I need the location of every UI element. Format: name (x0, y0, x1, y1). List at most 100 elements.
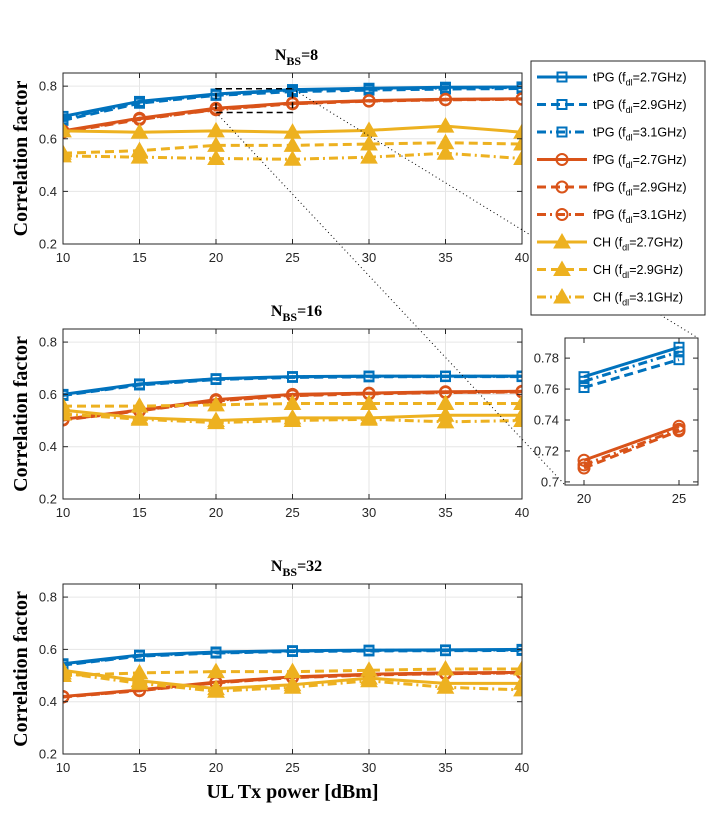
legend-label: fPG (fdl=2.7GHz) (593, 153, 687, 170)
series-line-tPG-dashdot (63, 648, 522, 667)
data-point (577, 458, 591, 472)
data-point (440, 644, 451, 656)
panel-3: 20 25 0.7 0.72 0.74 0.76 0.78 (534, 337, 699, 506)
legend-label-pre: tPG (f (593, 71, 626, 85)
legend-marker (555, 153, 569, 166)
legend-label-sub: dl (622, 243, 629, 253)
data-point (673, 346, 685, 358)
legend-label-post: =2.9GHz) (633, 98, 687, 112)
data-point (363, 644, 375, 656)
y-tick-label: 0.6 (39, 131, 57, 146)
legend-label: fPG (fdl=2.9GHz) (593, 181, 687, 198)
x-tick-label: 30 (362, 505, 376, 520)
data-point (283, 411, 302, 428)
data-point (63, 146, 72, 163)
x-tick-label: 20 (577, 491, 591, 506)
y-tick-label: 0.7 (541, 474, 559, 489)
legend-label-sub: dl (626, 105, 633, 115)
series-line-tPG-dashdot (63, 374, 522, 397)
legend-label-sub: dl (626, 133, 633, 143)
x-tick-label: 40 (515, 760, 529, 775)
data-point (515, 385, 522, 399)
panel-0: 10 15 20 25 30 35 40 0.2 0.4 0.6 0.8 NBS=8 Correlati… (10, 47, 529, 265)
data-point (436, 412, 455, 429)
legend-label-post: =2.7GHz) (629, 236, 683, 250)
series-line-tPG-dashdot (63, 85, 522, 121)
data-point (287, 371, 298, 383)
y-tick-label: 0.4 (39, 694, 57, 709)
data-point (439, 93, 452, 107)
legend-label-pre: tPG (f (593, 126, 626, 140)
data-point (515, 92, 522, 106)
y-tick-label: 0.6 (39, 387, 57, 402)
legend-label-sub: dl (626, 78, 633, 88)
y-axis-label: Correlation factor (10, 81, 32, 237)
data-point (436, 659, 455, 676)
data-point (130, 123, 149, 139)
legend-label-pre: CH (f (593, 291, 623, 305)
legend-label: tPG (fdl=2.9GHz) (593, 98, 687, 115)
y-tick-label: 0.8 (39, 590, 57, 605)
series-group (577, 341, 686, 475)
y-tick-label: 0.4 (39, 184, 57, 199)
series-line-tPG-solid (583, 345, 680, 379)
x-tick-label: 25 (285, 760, 299, 775)
data-point (63, 663, 72, 680)
data-point (360, 671, 378, 688)
data-point (207, 662, 225, 679)
data-point (63, 690, 70, 704)
y-tick-label: 0.2 (39, 237, 57, 252)
data-point (63, 659, 69, 671)
x-tick-label: 40 (515, 250, 529, 265)
data-point (436, 394, 455, 411)
legend-marker (553, 260, 571, 276)
legend-label-pre: tPG (f (593, 98, 626, 112)
x-tick-label: 15 (132, 250, 146, 265)
series-group (63, 370, 522, 430)
data-point (577, 453, 591, 467)
x-tick-label: 25 (672, 491, 686, 506)
x-tick-label: 10 (56, 250, 70, 265)
series-line-fPG-dash (583, 429, 680, 470)
data-point (516, 81, 522, 93)
data-point (360, 410, 378, 426)
series-line-fPG-solid (583, 424, 680, 462)
legend-label: tPG (fdl=3.1GHz) (593, 126, 687, 143)
data-point (513, 680, 522, 697)
title-main: N (271, 558, 283, 575)
title-post: =8 (301, 47, 318, 64)
data-point (283, 662, 302, 679)
data-point (360, 148, 378, 164)
data-point (513, 411, 522, 428)
data-point (578, 375, 590, 387)
data-point (513, 123, 522, 139)
legend-label: CH (fdl=3.1GHz) (593, 291, 683, 308)
series-line-fPG-dashdot (583, 427, 680, 467)
data-point (63, 389, 69, 401)
data-point (436, 678, 455, 694)
y-axis-label: Correlation factor (10, 336, 32, 492)
legend-label-post: =3.1GHz) (629, 291, 683, 305)
legend-label-pre: CH (f (593, 263, 623, 277)
legend-marker (556, 71, 568, 83)
data-point (516, 370, 522, 382)
legend-label-pre: fPG (f (593, 208, 626, 222)
data-point (436, 144, 455, 160)
data-point (578, 382, 590, 394)
data-point (283, 678, 302, 694)
data-point (207, 395, 225, 412)
legend-label-post: =2.7GHz) (633, 153, 687, 167)
data-point (673, 354, 685, 366)
legend-label-pre: CH (f (593, 236, 623, 250)
y-tick-label: 0.8 (39, 79, 57, 94)
data-point (63, 121, 72, 138)
y-tick-label: 0.74 (534, 413, 559, 428)
legend-label-sub: dl (626, 160, 633, 170)
legend-marker (555, 180, 569, 194)
data-point (63, 113, 69, 125)
panel-title: NBS=8 (275, 47, 318, 68)
panel-2: 10 15 20 25 30 35 40 0.2 0.4 0.6 0.8 NBS=32 Correlat… (10, 558, 529, 803)
title-sub: BS (282, 310, 297, 324)
x-tick-label: 20 (209, 505, 223, 520)
data-point (130, 148, 149, 164)
